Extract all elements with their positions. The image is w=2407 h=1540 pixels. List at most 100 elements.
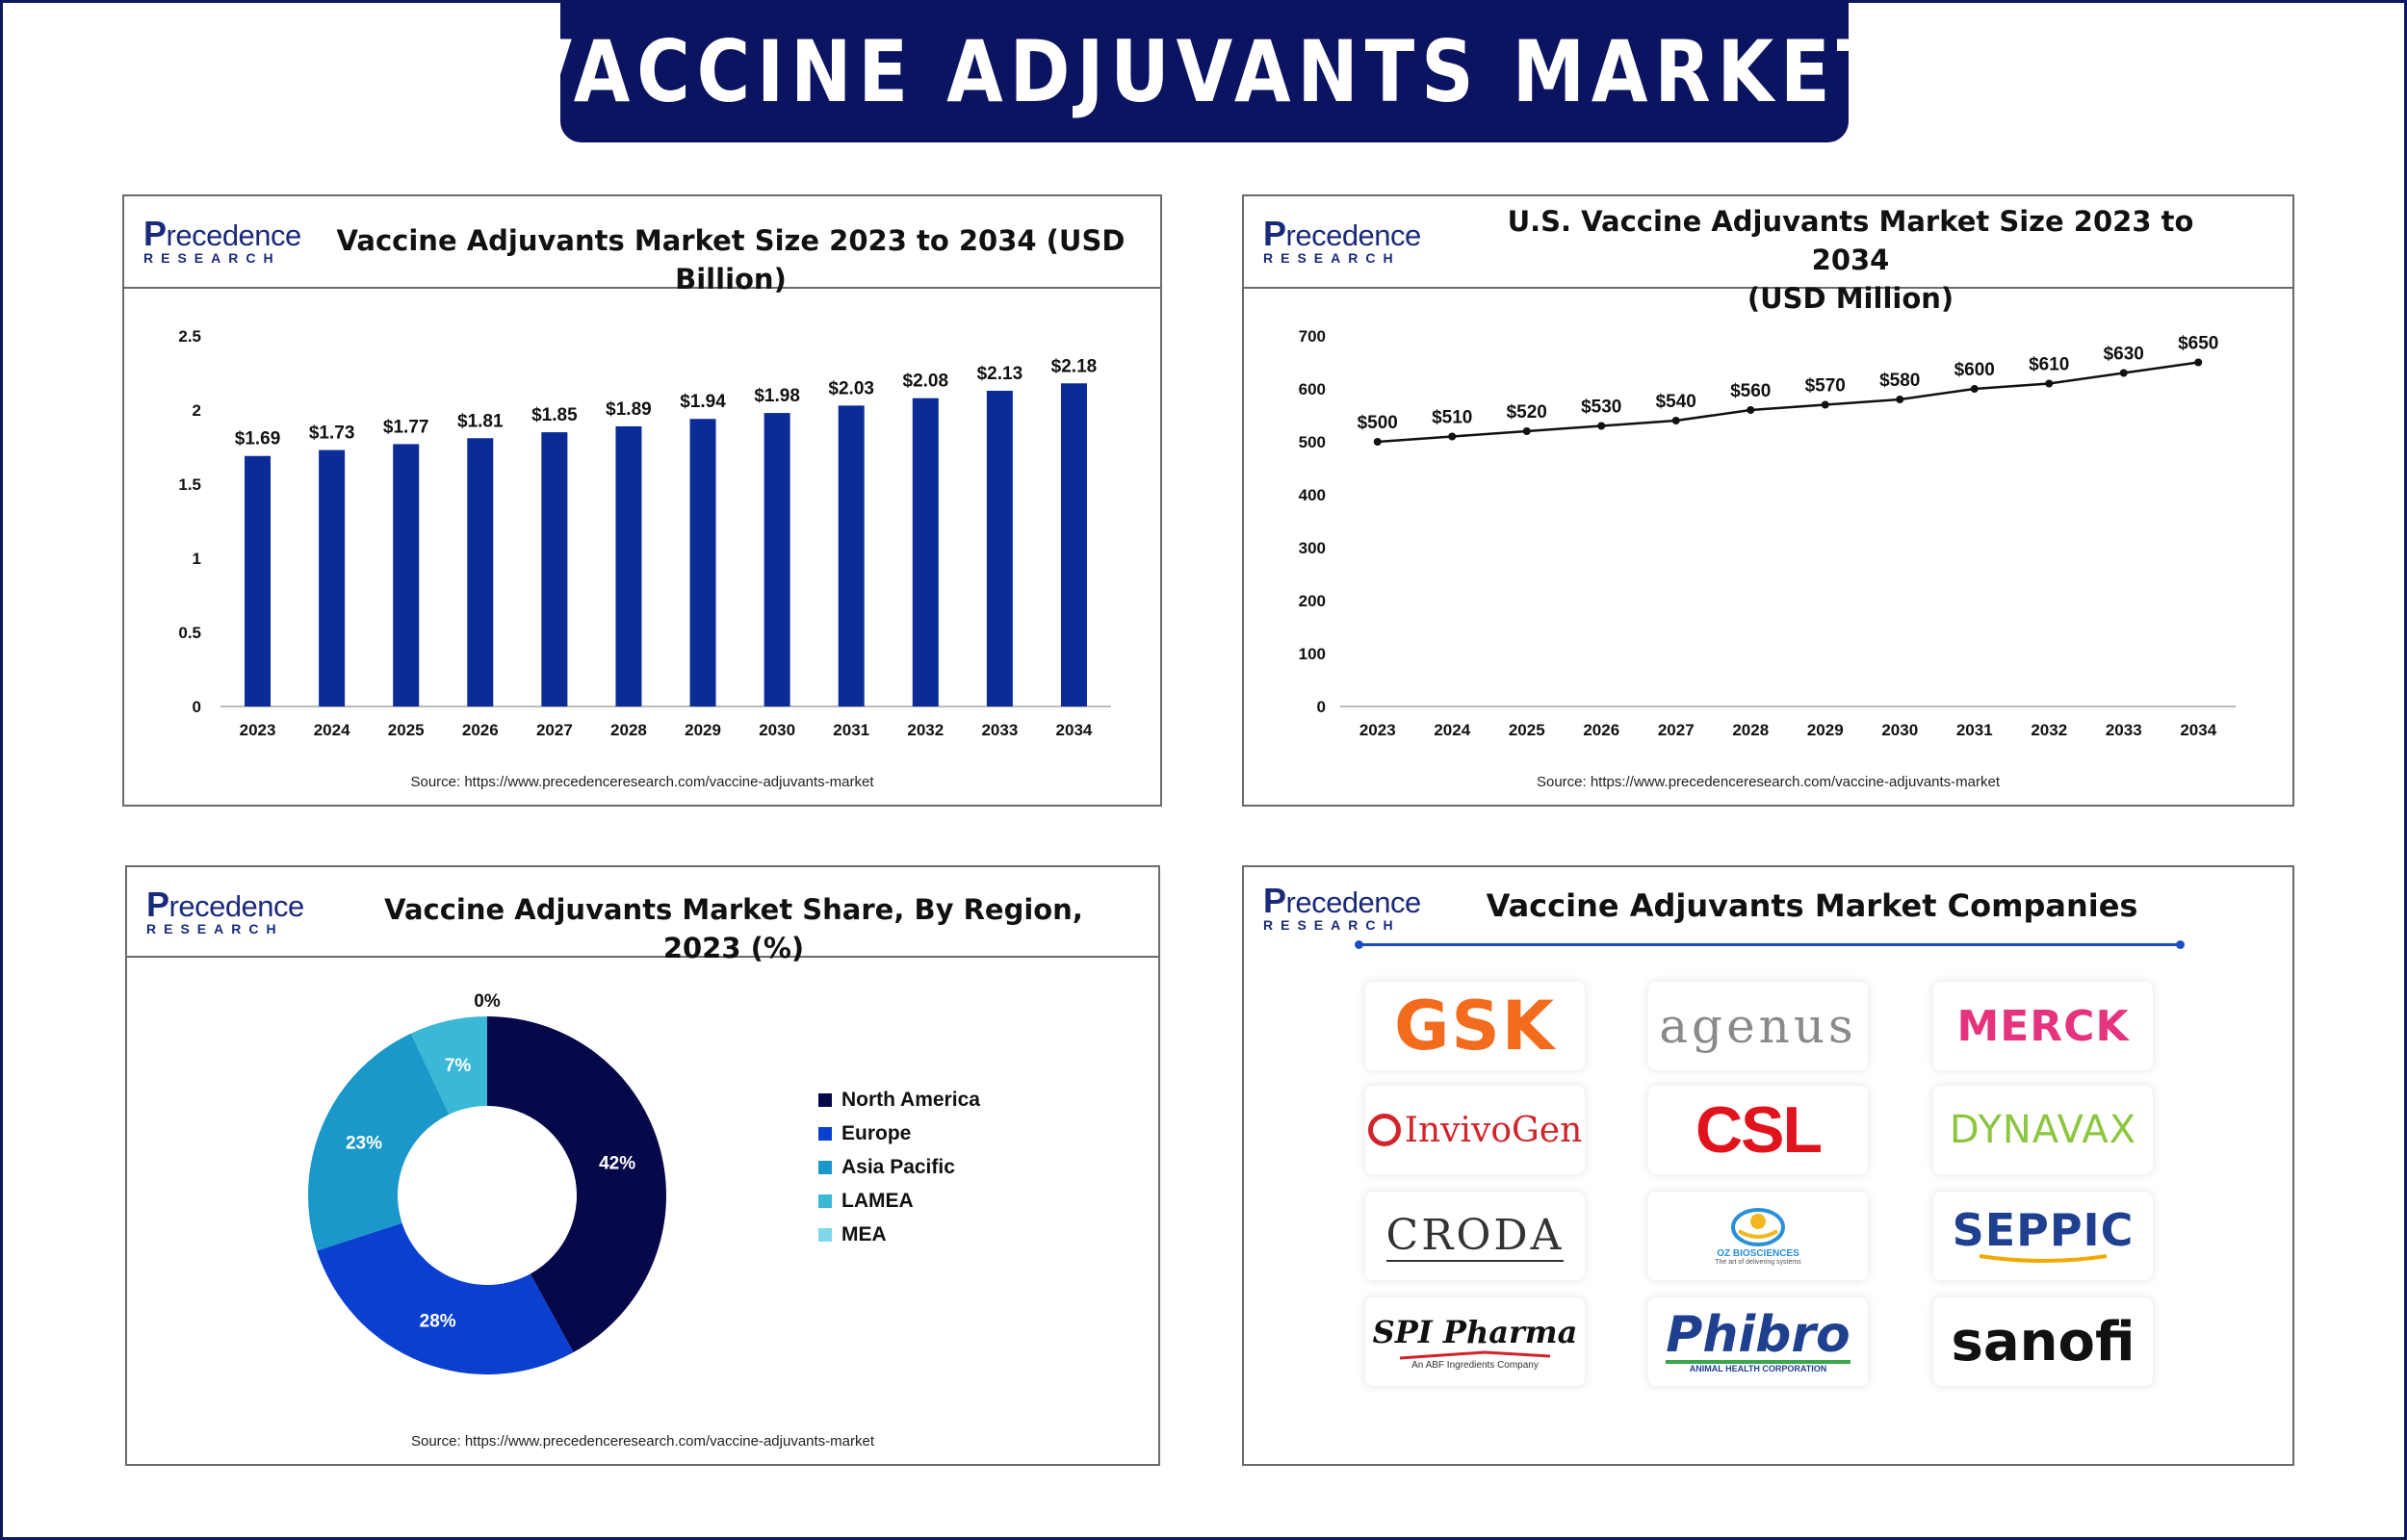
legend-swatch — [818, 1160, 832, 1174]
bar-value-label: $1.69 — [235, 429, 281, 449]
line-chart-source: Source: https://www.precedenceresearch.c… — [1536, 774, 2001, 790]
company-card-dynavax: DYNAVAX — [1933, 1086, 2153, 1174]
data-point — [1747, 406, 1755, 414]
bar-value-label: $1.81 — [457, 411, 504, 431]
bar — [467, 438, 494, 706]
donut-legend: North America Europe Asia Pacific LAMEA MEA — [818, 1083, 980, 1251]
slice-value-label: 28% — [420, 1312, 456, 1332]
legend-item: Asia Pacific — [818, 1150, 980, 1184]
bar — [541, 432, 568, 706]
legend-swatch — [818, 1194, 832, 1208]
line-chart-panel: Precedence RESEARCH U.S. Vaccine Adjuvan… — [1242, 194, 2294, 807]
x-tick-label: 2026 — [1583, 721, 1619, 739]
legend-item: LAMEA — [818, 1184, 980, 1218]
underline-dot-right — [2176, 940, 2185, 949]
bar-value-label: $2.03 — [828, 378, 874, 398]
company-card-merck: MERCK — [1933, 982, 2153, 1070]
y-tick-label: 700 — [1299, 327, 1326, 346]
companies-title: Vaccine Adjuvants Market Companies — [1486, 887, 2138, 924]
underline-dot-left — [1355, 940, 1363, 949]
precedence-logo: Precedence RESEARCH — [146, 885, 304, 937]
data-point — [1896, 396, 1904, 403]
company-card-croda: CRODA — [1365, 1192, 1585, 1280]
legend-item: MEA — [818, 1218, 980, 1251]
croda-logo: CRODA — [1385, 1210, 1565, 1262]
x-tick-label: 2023 — [240, 721, 276, 739]
gsk-logo: GSK — [1393, 987, 1557, 1065]
y-tick-label: 300 — [1299, 539, 1326, 557]
x-tick-label: 2027 — [536, 721, 573, 739]
donut-slice — [410, 1016, 487, 1115]
y-tick-label: 200 — [1299, 592, 1326, 610]
donut-slice — [487, 1016, 666, 1352]
x-tick-label: 2025 — [1509, 721, 1545, 739]
y-tick-label: 0 — [193, 698, 201, 716]
x-tick-label: 2023 — [1359, 721, 1396, 739]
x-tick-label: 2034 — [1056, 721, 1093, 739]
x-tick-label: 2030 — [1881, 721, 1918, 739]
bar-value-label: $1.89 — [606, 399, 652, 420]
bar-chart-header: Precedence RESEARCH Vaccine Adjuvants Ma… — [124, 196, 1160, 295]
x-tick-label: 2028 — [610, 721, 647, 739]
agenus-logo: agenus — [1659, 998, 1857, 1054]
y-tick-label: 600 — [1299, 380, 1326, 398]
legend-label: Europe — [841, 1121, 912, 1144]
point-value-label: $580 — [1879, 371, 1920, 391]
y-tick-label: 100 — [1299, 645, 1326, 663]
donut-chart: 42% 28% 23% 7% 0% — [308, 991, 666, 1374]
bar — [838, 405, 865, 706]
line-chart: 0 100 200 300 400 500 600 700 $500 2023 $510 2024 $5… — [1299, 327, 2236, 739]
point-value-label: $560 — [1730, 381, 1771, 401]
series-line — [1377, 361, 2199, 444]
data-point — [1671, 417, 1680, 424]
point-value-label: $610 — [2029, 355, 2069, 375]
bar-value-label: $1.85 — [531, 405, 578, 425]
data-point — [2119, 369, 2128, 377]
bar-value-label: $1.98 — [754, 386, 800, 406]
bar-value-label: $1.77 — [383, 417, 429, 437]
oz-biosciences-icon — [1731, 1208, 1785, 1246]
donut-chart-header: Precedence RESEARCH Vaccine Adjuvants Ma… — [127, 867, 1158, 964]
point-value-label: $510 — [1432, 408, 1472, 428]
bar — [393, 444, 420, 706]
x-tick-label: 2033 — [981, 721, 1018, 739]
bar-value-label: $1.94 — [680, 392, 726, 412]
y-tick-label: 500 — [1299, 433, 1326, 451]
data-point — [1821, 400, 1829, 409]
x-tick-label: 2034 — [2180, 721, 2216, 739]
x-tick-label: 2029 — [1807, 721, 1844, 739]
legend-item: Europe — [818, 1116, 980, 1150]
data-point — [2194, 358, 2203, 367]
company-card-agenus: agenus — [1648, 982, 1868, 1070]
bar-value-label: $2.13 — [977, 364, 1023, 384]
precedence-logo: Precedence RESEARCH — [143, 214, 301, 267]
slice-value-label: 23% — [346, 1134, 382, 1154]
bar-chart-title: Vaccine Adjuvants Market Size 2023 to 20… — [336, 224, 1126, 295]
x-tick-label: 2029 — [685, 721, 721, 739]
line-chart-title: U.S. Vaccine Adjuvants Market Size 2023 … — [1507, 205, 2194, 315]
slice-value-label: 0% — [474, 991, 501, 1012]
y-tick-label: 2.5 — [178, 327, 201, 346]
slice-value-label: 7% — [445, 1056, 472, 1076]
x-tick-label: 2024 — [1434, 721, 1470, 739]
data-point — [1597, 422, 1606, 430]
x-tick-label: 2032 — [2031, 721, 2067, 739]
company-card-gsk: GSK — [1365, 982, 1585, 1070]
invivogen-logo: InvivoGen — [1404, 1110, 1583, 1150]
point-value-label: $500 — [1358, 413, 1398, 433]
legend-label: Asia Pacific — [841, 1155, 955, 1178]
phibro-logo: Phibro — [1666, 1306, 1851, 1364]
bar-chart: 0 0.5 1 1.5 2 2.5 $1.69 2023 $1.73 2024 $1.77 2025 $… — [178, 327, 1111, 739]
oz-biosciences-tagline: The art of delivering systems — [1715, 1259, 1801, 1266]
bar-value-label: $2.08 — [903, 372, 949, 392]
slice-value-label: 42% — [599, 1153, 635, 1173]
bar-chart-panel: Precedence RESEARCH Vaccine Adjuvants Ma… — [122, 194, 1162, 807]
point-value-label: $530 — [1581, 398, 1621, 418]
x-tick-label: 2030 — [759, 721, 795, 739]
precedence-logo: Precedence RESEARCH — [1263, 214, 1421, 267]
bar — [1060, 383, 1087, 706]
data-point — [1522, 427, 1531, 435]
y-tick-label: 0.5 — [178, 624, 201, 642]
seppic-swoosh — [1979, 1254, 2108, 1263]
y-tick-label: 1 — [193, 550, 201, 568]
